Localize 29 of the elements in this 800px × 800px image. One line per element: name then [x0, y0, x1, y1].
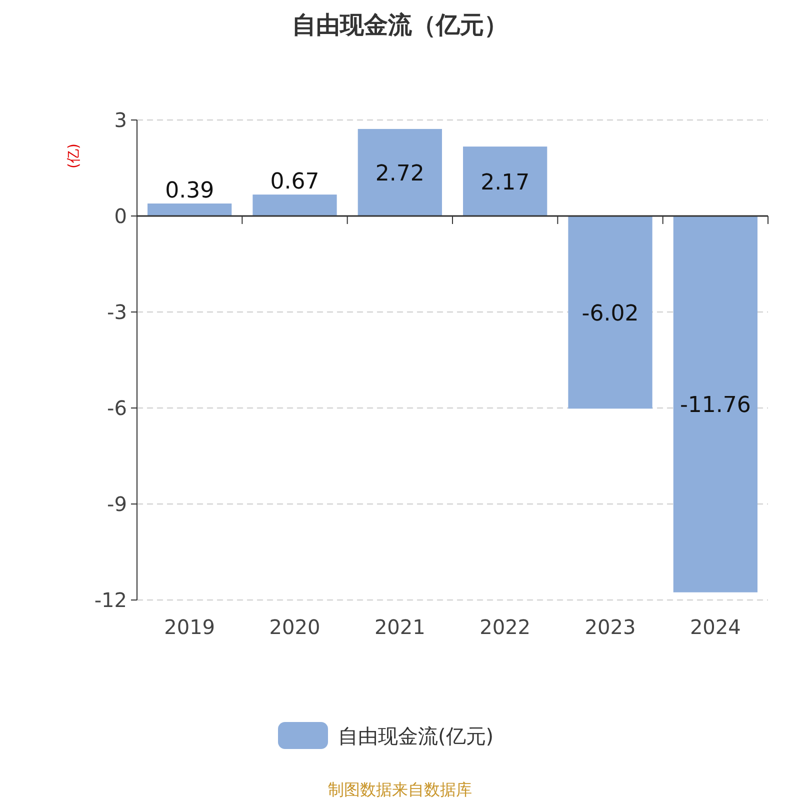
y-tick-label: -3 [107, 300, 127, 324]
data-label: 2.17 [480, 170, 530, 196]
data-label: -6.02 [582, 301, 639, 326]
data-label: -11.76 [680, 393, 751, 418]
bar [673, 216, 758, 592]
x-tick-label: 2020 [269, 615, 320, 639]
y-tick-label: -9 [107, 492, 127, 516]
data-label: 0.67 [270, 170, 320, 195]
legend: 自由现金流(亿元) [278, 722, 494, 749]
y-tick-label: 3 [114, 108, 127, 132]
bar [463, 146, 548, 216]
x-tick-label: 2024 [690, 615, 741, 639]
bar [568, 216, 652, 409]
bar [148, 204, 232, 216]
chart-title: 自由现金流（亿元） [292, 11, 508, 39]
bar [252, 194, 337, 216]
y-tick-label: -6 [107, 396, 127, 420]
y-axis-title: (亿) [66, 144, 82, 168]
x-tick-label: 2021 [374, 615, 426, 639]
x-tick-label: 2019 [164, 615, 216, 639]
y-tick-label: 0 [114, 204, 127, 228]
text: 制图数据来自数据库 [328, 780, 472, 799]
legend-label: 自由现金流(亿元) [338, 724, 494, 748]
y-tick-label: -12 [94, 588, 127, 612]
x-tick-label: 2022 [480, 615, 531, 639]
bar [358, 128, 442, 216]
x-tick-label: 2023 [584, 615, 636, 639]
data-label: 0.39 [165, 178, 214, 204]
data-label: 2.72 [375, 161, 424, 186]
